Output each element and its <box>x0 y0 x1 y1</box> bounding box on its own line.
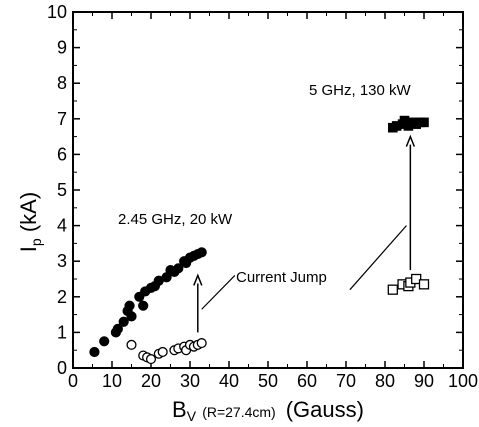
annotation-5-ghz: 5 GHz, 130 kW <box>309 82 412 99</box>
y-tick-label: 0 <box>57 358 67 378</box>
x-tick-label: 100 <box>448 371 478 391</box>
data-point-filled-circle <box>124 300 135 311</box>
y-axis-label-main: I <box>16 246 41 252</box>
x-axis-label-unit: (Gauss) <box>286 397 364 422</box>
x-tick-label: 60 <box>297 371 317 391</box>
data-marks <box>89 115 430 365</box>
data-point-filled-square <box>391 121 402 131</box>
x-axis-label: BV (R=27.4cm) (Gauss) <box>172 397 364 424</box>
data-point-open-circle <box>157 346 168 358</box>
data-point-open-circle <box>126 339 137 350</box>
y-tick-label: 9 <box>57 38 67 58</box>
annotation-current-jump: Current Jump <box>236 269 327 286</box>
data-point-filled-circle <box>112 323 123 334</box>
y-tick-label: 6 <box>57 144 67 164</box>
y-tick-label: 10 <box>47 2 67 22</box>
data-point-filled-circle <box>118 316 129 327</box>
x-axis-label-detail: (R=27.4cm) <box>202 404 276 420</box>
y-axis-label-unit: (kA) <box>16 192 41 232</box>
data-point-filled-circle <box>126 311 137 322</box>
y-tick-label: 3 <box>57 251 67 271</box>
y-axis-label-sub: p <box>28 238 44 246</box>
y-tick-label: 7 <box>57 109 67 129</box>
x-tick-label: 50 <box>258 371 278 391</box>
data-point-filled-circle <box>196 247 207 258</box>
y-axis-label: Ip (kA) <box>16 192 44 252</box>
y-tick-label: 8 <box>57 73 67 93</box>
x-tick-label: 90 <box>414 371 434 391</box>
y-tick-label: 4 <box>57 216 67 236</box>
annotation-2-45-ghz: 2.45 GHz, 20 kW <box>118 211 233 228</box>
x-tick-label: 10 <box>102 371 122 391</box>
data-point-filled-circle <box>89 346 100 358</box>
data-point-open-circle <box>145 354 157 365</box>
data-point-filled-circle <box>138 300 149 311</box>
leader-current-jump-left <box>201 275 236 310</box>
data-point-filled-square <box>399 115 410 126</box>
x-tick-label: 30 <box>180 371 200 391</box>
leader-current-jump-right <box>349 225 407 291</box>
arrow-low-freq-head <box>193 273 203 286</box>
data-point-open-circle <box>196 338 207 349</box>
data-point-open-square <box>418 279 430 290</box>
x-tick-label: 20 <box>141 371 161 391</box>
data-point-open-square <box>411 273 422 285</box>
data-point-filled-square <box>419 117 429 128</box>
x-axis-label-sub: V <box>187 408 197 424</box>
data-point-filled-circle <box>99 336 110 347</box>
arrow-high-freq-head <box>405 134 416 147</box>
x-axis-label-main: B <box>172 397 187 422</box>
annotation-arrows <box>193 134 416 333</box>
x-tick-label: 0 <box>68 371 78 391</box>
y-tick-label: 1 <box>57 322 67 342</box>
y-tick-label: 2 <box>57 287 67 307</box>
x-tick-label: 80 <box>375 371 395 391</box>
x-tick-label: 40 <box>219 371 239 391</box>
data-point-filled-circle <box>173 263 184 274</box>
axis-ticks <box>72 11 464 369</box>
y-tick-label: 5 <box>57 180 67 200</box>
data-point-open-square <box>387 284 398 295</box>
x-tick-label: 70 <box>336 371 356 391</box>
axis-tick-labels: 0 10 20 30 40 50 60 70 80 90 100 0 1 2 3 4 5 6 7 8 9 10 <box>47 2 478 391</box>
